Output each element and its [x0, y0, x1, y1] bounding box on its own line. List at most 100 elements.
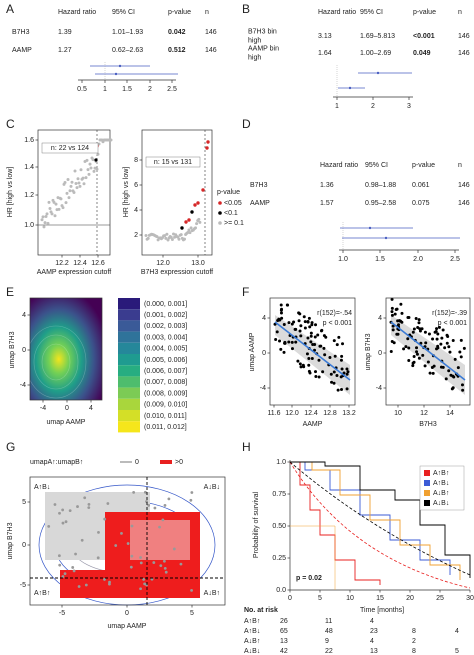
dot [150, 577, 154, 581]
table-cell: 146 [205, 47, 217, 54]
dot [167, 497, 171, 501]
table-cell: 1.36 [320, 182, 334, 189]
tick-label: 2 [148, 86, 152, 93]
dot [97, 142, 101, 146]
dot [177, 237, 181, 241]
dot [286, 303, 290, 307]
axis-label: umap AAMP [249, 332, 256, 371]
dot [187, 228, 191, 232]
table-header: Hazard ratio [318, 9, 356, 16]
dot [78, 184, 82, 188]
dot [290, 347, 294, 351]
dot [337, 335, 341, 339]
row-name: AAMP [12, 47, 32, 54]
dot [390, 310, 394, 314]
dot [392, 341, 396, 345]
dot [280, 316, 284, 320]
x-tick-label: 0 [288, 595, 292, 602]
dot [74, 181, 78, 185]
dot [441, 365, 445, 369]
axis-label: AAMP [303, 421, 323, 428]
dot [91, 158, 95, 162]
table-header: p-value [168, 9, 191, 16]
dot [314, 323, 318, 327]
dot [145, 583, 148, 587]
dot [109, 138, 113, 142]
dot [309, 340, 313, 344]
plot-frame [385, 297, 471, 406]
axis-label: HR [high vs low] [7, 167, 14, 218]
contour [41, 343, 71, 381]
dot [446, 335, 450, 339]
dot [87, 506, 91, 509]
axis-label: umap B7H3 [7, 522, 14, 559]
tick-label: 2.5 [450, 256, 460, 263]
y-tick-label: 4 [262, 315, 266, 322]
dot [294, 340, 298, 344]
dot [437, 325, 441, 329]
dot [290, 340, 294, 344]
table-header: Hazard ratio [320, 162, 358, 169]
table-cell: 0.98–1.88 [365, 182, 396, 189]
dot [411, 364, 415, 368]
y-tick-label: 1.6 [24, 137, 34, 144]
row-name: high [248, 54, 261, 61]
dot [72, 191, 76, 195]
risk-group: A↑B↑ [244, 618, 260, 625]
line [274, 321, 351, 381]
legend-item: (0.009, 0.010] [144, 402, 187, 409]
dot [282, 350, 286, 354]
dot [311, 343, 315, 347]
dot [451, 374, 455, 378]
dot [445, 341, 449, 345]
dot [152, 561, 156, 564]
dot [345, 387, 349, 391]
legend-swatch [118, 410, 140, 422]
y-tick-label: 0.25 [272, 555, 286, 562]
dot [61, 575, 65, 578]
legend-swatch [118, 365, 140, 377]
dot [144, 234, 148, 238]
legend-item: (0.003, 0.004] [144, 334, 187, 341]
dot [340, 367, 344, 371]
dot [120, 531, 123, 535]
axis-label: umap B7H3 [9, 331, 16, 368]
dot [287, 321, 291, 325]
plot-frame [269, 297, 356, 406]
dot [58, 563, 62, 567]
dot [155, 235, 159, 239]
dot [53, 214, 57, 218]
dot [415, 346, 419, 350]
legend-swatch [118, 331, 140, 343]
legend-item: (0.005, 0.006] [144, 357, 187, 364]
dot [87, 172, 91, 176]
dot [341, 342, 345, 346]
annotation: p < 0.001 [323, 320, 352, 327]
dot [61, 521, 65, 525]
fit [289, 461, 471, 576]
panel-label: B [242, 2, 250, 16]
legend-item: (0.008, 0.009] [144, 390, 187, 397]
dot [47, 525, 51, 528]
dot [89, 166, 93, 170]
dot [201, 188, 205, 192]
dot [307, 316, 311, 320]
y-tick-label: 0 [262, 350, 266, 357]
dot [417, 356, 421, 360]
dot [94, 158, 98, 162]
x-tick-label: 4 [89, 405, 93, 412]
dot [330, 380, 334, 384]
dot [64, 520, 68, 524]
legend-item: A↓B↑ [433, 490, 449, 497]
dot [439, 342, 443, 346]
dot [66, 178, 70, 182]
tick-label: 2.0 [413, 256, 423, 263]
dot [339, 375, 343, 379]
dot [275, 330, 279, 334]
legend-item: A↑B↓ [433, 480, 449, 487]
dot [186, 230, 190, 234]
dot [179, 562, 183, 566]
risk-count: 42 [280, 648, 288, 655]
dot [416, 325, 420, 329]
tick-label: 2 [371, 103, 375, 110]
